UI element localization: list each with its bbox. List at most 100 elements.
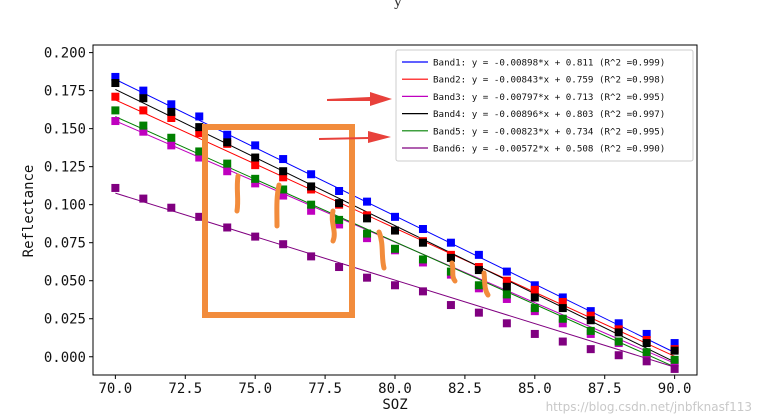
data-point <box>643 348 651 356</box>
data-point <box>447 254 455 262</box>
scribble-mark <box>237 176 238 211</box>
data-point <box>447 239 455 247</box>
data-point <box>279 240 287 248</box>
data-point <box>391 281 399 289</box>
y-tick-label: 0.150 <box>44 122 86 138</box>
scribble-mark <box>452 263 455 281</box>
data-point <box>531 330 539 338</box>
data-point <box>139 195 147 203</box>
x-tick-label: 77.5 <box>308 381 342 397</box>
data-point <box>111 106 119 114</box>
data-point <box>195 112 203 120</box>
data-point <box>475 281 483 289</box>
data-point <box>335 187 343 195</box>
data-point <box>587 345 595 353</box>
data-point <box>139 87 147 95</box>
legend-entry: Band3: y = -0.00797*x + 0.713 (R^2 =0.99… <box>433 92 665 103</box>
legend-entry: Band2: y = -0.00843*x + 0.759 (R^2 =0.99… <box>433 75 665 86</box>
data-point <box>391 245 399 253</box>
y-tick-label: 0.125 <box>44 160 86 176</box>
legend-entry: Band6: y = -0.00572*x + 0.508 (R^2 =0.99… <box>433 144 665 155</box>
data-point <box>419 255 427 263</box>
data-point <box>671 365 679 373</box>
data-point <box>587 316 595 324</box>
data-point <box>251 154 259 162</box>
data-point <box>503 268 511 276</box>
data-point <box>111 93 119 101</box>
x-axis-label: SOZ <box>382 397 407 413</box>
data-point <box>475 309 483 317</box>
data-point <box>307 182 315 190</box>
x-tick-label: 70.0 <box>99 381 133 397</box>
y-tick-label: 0.175 <box>44 84 86 100</box>
data-point <box>251 175 259 183</box>
data-point <box>223 223 231 231</box>
data-point <box>167 134 175 142</box>
x-tick-label: 82.5 <box>448 381 482 397</box>
data-point <box>279 155 287 163</box>
data-point <box>335 216 343 224</box>
data-point <box>363 214 371 222</box>
data-point <box>139 94 147 102</box>
y-tick-label: 0.025 <box>44 312 86 328</box>
data-point <box>503 283 511 291</box>
legend-entry: Band4: y = -0.00896*x + 0.803 (R^2 =0.99… <box>433 109 665 120</box>
legend-entry: Band1: y = -0.00898*x + 0.811 (R^2 =0.99… <box>433 58 665 69</box>
data-point <box>391 213 399 221</box>
y-tick-label: 0.100 <box>44 198 86 214</box>
data-point <box>615 328 623 336</box>
data-point <box>307 201 315 209</box>
watermark: https://blog.csdn.net/jnbfknasf113 <box>546 400 752 414</box>
data-point <box>363 274 371 282</box>
data-point <box>643 357 651 365</box>
y-tick-label: 0.050 <box>44 274 86 290</box>
data-point <box>503 290 511 298</box>
data-point <box>279 167 287 175</box>
data-point <box>531 293 539 301</box>
data-point <box>531 286 539 294</box>
data-point <box>335 199 343 207</box>
top-text-fragment: y <box>393 0 402 10</box>
data-point <box>363 198 371 206</box>
data-point <box>363 230 371 238</box>
data-point <box>615 351 623 359</box>
reflectance-chart: y 70.072.575.077.580.082.585.087.590.00.… <box>0 0 760 419</box>
data-point <box>419 239 427 247</box>
data-point <box>223 138 231 146</box>
y-axis-label: Reflectance <box>21 165 37 258</box>
data-point <box>251 233 259 241</box>
scribble-mark <box>277 185 279 226</box>
data-point <box>223 131 231 139</box>
data-point <box>671 356 679 364</box>
data-point <box>419 287 427 295</box>
x-tick-label: 85.0 <box>518 381 552 397</box>
legend-entry: Band5: y = -0.00823*x + 0.734 (R^2 =0.99… <box>433 126 665 137</box>
data-point <box>307 170 315 178</box>
y-tick-label: 0.075 <box>44 236 86 252</box>
data-point <box>643 339 651 347</box>
x-tick-label: 87.5 <box>588 381 622 397</box>
scribble-mark <box>332 211 334 241</box>
data-point <box>139 122 147 130</box>
data-point <box>167 100 175 108</box>
data-point <box>223 160 231 168</box>
data-point <box>531 304 539 312</box>
data-point <box>671 347 679 355</box>
data-point <box>587 327 595 335</box>
data-point <box>419 225 427 233</box>
data-point <box>251 141 259 149</box>
y-tick-label: 0.200 <box>44 46 86 62</box>
x-tick-label: 72.5 <box>168 381 202 397</box>
data-point <box>167 141 175 149</box>
data-point <box>475 251 483 259</box>
data-point <box>111 117 119 125</box>
data-point <box>615 338 623 346</box>
x-tick-label: 90.0 <box>658 381 692 397</box>
data-point <box>111 184 119 192</box>
data-point <box>335 263 343 271</box>
data-point <box>167 108 175 116</box>
data-point <box>559 304 567 312</box>
data-point <box>447 301 455 309</box>
data-point <box>559 315 567 323</box>
data-point <box>167 204 175 212</box>
